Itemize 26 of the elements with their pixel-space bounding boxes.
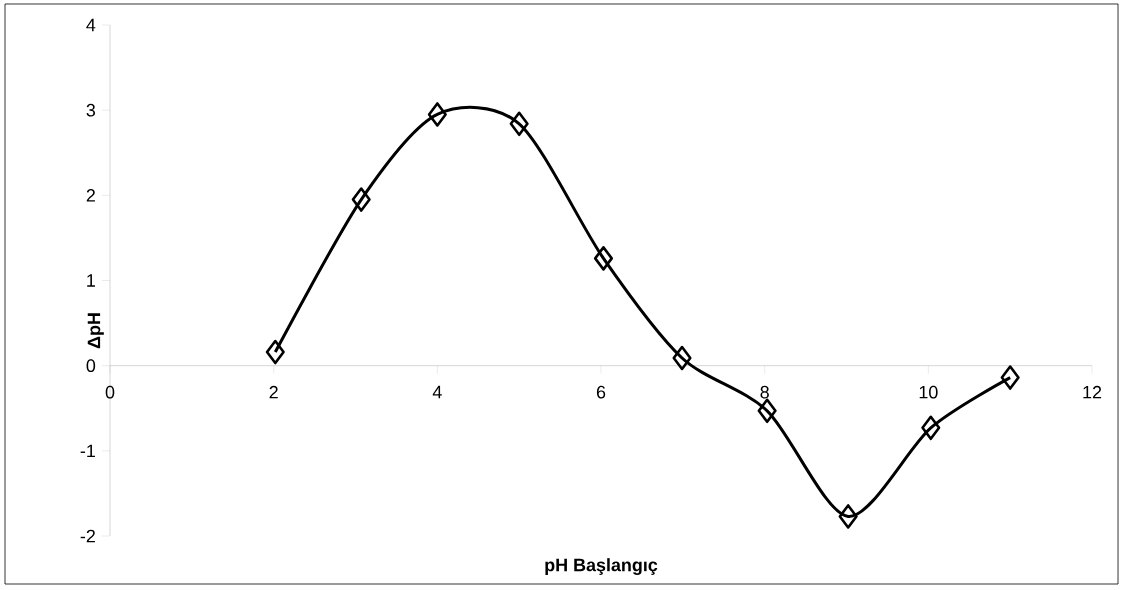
x-tick-label: 2	[269, 385, 278, 399]
x-axis-title: pH Başlangıç	[545, 558, 658, 575]
point	[351, 187, 371, 212]
point	[593, 246, 614, 271]
x-tick-label: 4	[432, 385, 442, 399]
point	[757, 398, 777, 424]
y-tick-label: 1	[87, 274, 95, 287]
y-tick-label: 3	[86, 103, 96, 117]
y-tick-label: 2	[86, 189, 95, 202]
y-tick-label: -2	[80, 529, 95, 543]
x-tick-label: 0	[105, 385, 115, 399]
y-tick-label: 4	[86, 18, 96, 32]
y-tick-label: -1	[80, 444, 95, 457]
point	[509, 111, 529, 137]
point	[1000, 365, 1020, 390]
point	[672, 345, 692, 371]
x-tick-label: 6	[596, 385, 606, 399]
x-tick-label: 12	[1083, 385, 1102, 399]
y-tick-label: 0	[86, 359, 96, 373]
y-axis-title: ΔpH	[87, 313, 104, 349]
x-tick-label: 10	[919, 385, 938, 399]
point	[427, 102, 447, 127]
x-tick-label: 8	[760, 385, 769, 399]
point	[265, 339, 285, 365]
point	[921, 415, 941, 441]
point	[838, 504, 858, 529]
